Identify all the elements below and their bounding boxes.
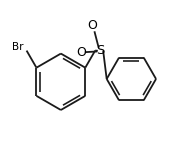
Text: O: O xyxy=(76,46,86,59)
Text: O: O xyxy=(88,19,98,32)
Text: S: S xyxy=(96,44,105,57)
Text: Br: Br xyxy=(12,42,24,52)
